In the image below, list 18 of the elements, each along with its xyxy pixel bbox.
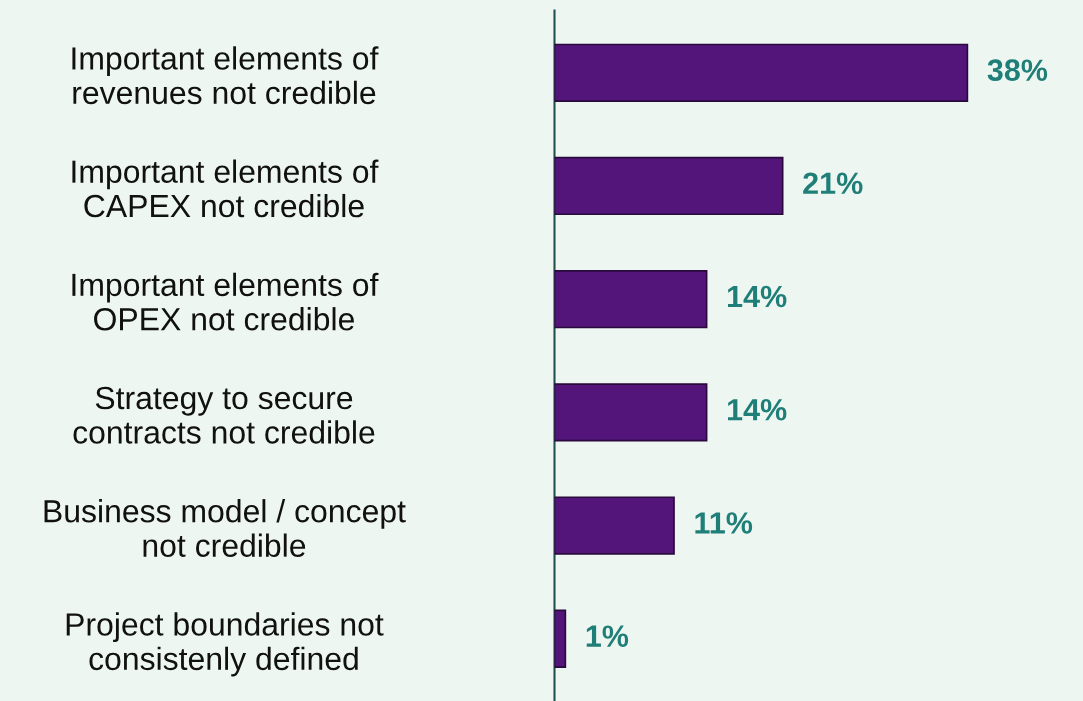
bar	[554, 383, 708, 442]
data-label: 14%	[727, 399, 787, 421]
data-label: 11%	[695, 512, 753, 534]
data-label: 1%	[586, 625, 629, 647]
bar	[554, 496, 675, 555]
y-tick-label: Business model / concept not credible	[44, 499, 406, 557]
y-tick-label: Important elements of CAPEX not credible	[72, 159, 379, 218]
y-tick-label: Strategy to secure contracts not credible	[73, 386, 375, 444]
data-label: 21%	[803, 172, 863, 195]
y-tick-label: Project boundaries not consistenly defined	[66, 612, 384, 677]
data-label: 38%	[987, 59, 1048, 82]
bar	[554, 43, 969, 102]
data-label: 14%	[727, 285, 787, 308]
bar	[554, 156, 784, 216]
y-tick-label: Important elements of OPEX not credible	[72, 272, 379, 331]
bar	[554, 270, 708, 329]
bar	[554, 609, 567, 668]
y-tick-label: Important elements of revenues not credible	[72, 46, 379, 105]
